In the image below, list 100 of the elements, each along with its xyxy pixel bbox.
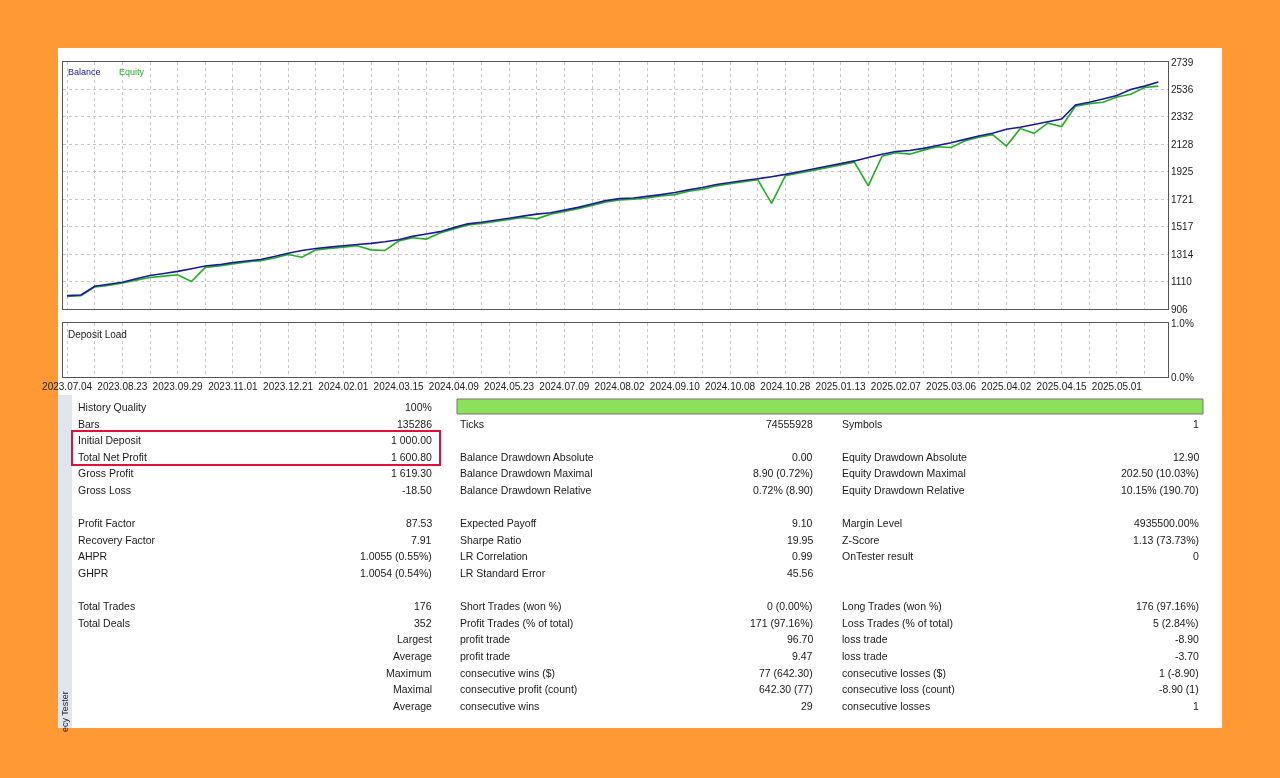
text: Deposit Load xyxy=(68,329,127,340)
text: Total Trades xyxy=(78,600,136,612)
text: Symbols xyxy=(842,418,883,430)
text: 1.0055 (0.55%) xyxy=(360,550,432,562)
text: 96.70 xyxy=(787,633,814,645)
text: 0 (0.00%) xyxy=(767,600,813,612)
y-tick-label: 2536 xyxy=(1171,83,1194,95)
text: 77 (642.30) xyxy=(759,667,813,679)
text: Gross Loss xyxy=(78,484,132,496)
text: 0.00 xyxy=(792,451,813,463)
x-tick-label: 2024.10.08 xyxy=(705,381,756,392)
y-tick-label: 1.0% xyxy=(1171,317,1194,329)
text: Short Trades (won %) xyxy=(460,600,562,612)
y-tick-label: 1721 xyxy=(1171,193,1194,205)
x-tick-label: 2023.08.23 xyxy=(97,381,148,392)
text: 8.90 (0.72%) xyxy=(753,467,814,479)
text: 4935500.00% xyxy=(1134,517,1199,529)
text: 1 619.30 xyxy=(391,467,433,479)
y-tick-label: 0.0% xyxy=(1171,371,1194,383)
text: Sharpe Ratio xyxy=(460,534,522,546)
x-tick-label: 2024.02.01 xyxy=(318,381,369,392)
text: Ticks xyxy=(460,418,485,430)
x-tick-label: 2025.04.02 xyxy=(981,381,1032,392)
text: 1 xyxy=(1193,418,1199,430)
text: Balance Drawdown Relative xyxy=(460,484,592,496)
text: Equity Drawdown Maximal xyxy=(842,467,966,479)
text: AHPR xyxy=(78,550,108,562)
text: loss trade xyxy=(842,633,888,645)
text: 87.53 xyxy=(406,517,433,529)
text: consecutive wins ($) xyxy=(460,667,556,679)
text: Recovery Factor xyxy=(78,534,156,546)
text: 29 xyxy=(801,700,813,712)
text: Equity xyxy=(119,67,145,77)
x-tick-label: 2024.03.15 xyxy=(373,381,425,392)
text: 45.56 xyxy=(787,567,814,579)
text: Margin Level xyxy=(842,517,903,529)
y-tick-label: 1925 xyxy=(1171,166,1194,178)
text: 176 xyxy=(414,600,432,612)
text: Average xyxy=(393,700,433,712)
x-tick-label: 2023.09.29 xyxy=(152,381,204,392)
text: consecutive wins xyxy=(460,700,540,712)
text: GHPR xyxy=(78,567,109,579)
text: 10.15% (190.70) xyxy=(1121,484,1199,496)
x-tick-label: 2024.05.23 xyxy=(484,381,535,392)
text: Total Net Profit xyxy=(78,451,147,463)
text: Largest xyxy=(397,633,433,645)
text: Balance Drawdown Maximal xyxy=(460,467,593,479)
text: 0 xyxy=(1193,550,1199,562)
x-tick-label: 2025.01.13 xyxy=(815,381,867,392)
text: LR Correlation xyxy=(460,550,528,562)
x-tick-label: 2025.04.15 xyxy=(1036,381,1088,392)
text: 1 000.00 xyxy=(391,434,433,446)
text: profit trade xyxy=(460,633,511,645)
text: Equity Drawdown Absolute xyxy=(842,451,968,463)
text: 0.99 xyxy=(792,550,813,562)
text: 135286 xyxy=(397,418,433,430)
text: Expected Payoff xyxy=(460,517,537,529)
x-tick-label: 2025.02.07 xyxy=(870,381,922,392)
text: Total Deals xyxy=(78,617,130,629)
text: loss trade xyxy=(842,650,888,662)
x-tick-label: 2025.03.06 xyxy=(926,381,977,392)
text: Balance xyxy=(68,67,101,77)
y-tick-label: 2332 xyxy=(1171,111,1194,123)
text: 9.47 xyxy=(792,650,813,662)
text: Balance Drawdown Absolute xyxy=(460,451,594,463)
text: Average xyxy=(393,650,433,662)
y-tick-label: 1314 xyxy=(1171,248,1194,260)
text: 7.91 xyxy=(411,534,432,546)
text: 176 (97.16%) xyxy=(1136,600,1200,612)
text: Profit Factor xyxy=(78,517,136,529)
text: 171 (97.16%) xyxy=(750,617,814,629)
text: 0.72% (8.90) xyxy=(753,484,814,496)
text: consecutive losses xyxy=(842,700,931,712)
x-tick-label: 2025.05.01 xyxy=(1091,381,1143,392)
text: History Quality xyxy=(78,401,148,413)
text: consecutive losses ($) xyxy=(842,667,946,679)
text: 202.50 (10.03%) xyxy=(1121,467,1199,479)
y-tick-label: 1110 xyxy=(1171,276,1193,288)
text: 9.10 xyxy=(792,517,813,529)
text: 642.30 (77) xyxy=(759,683,813,695)
text: Gross Profit xyxy=(78,467,134,479)
text: -18.50 xyxy=(402,484,432,496)
y-tick-label: 906 xyxy=(1171,303,1189,315)
text: Maximum xyxy=(386,667,432,679)
text: 1 600.80 xyxy=(391,451,433,463)
text: consecutive profit (count) xyxy=(460,683,578,695)
text: -3.70 xyxy=(1175,650,1200,662)
x-tick-label: 2024.10.28 xyxy=(760,381,811,392)
text: Loss Trades (% of total) xyxy=(842,617,953,629)
text: -8.90 xyxy=(1175,633,1200,645)
text: 19.95 xyxy=(787,534,814,546)
text: OnTester result xyxy=(842,550,914,562)
x-tick-label: 2023.12.21 xyxy=(263,381,314,392)
x-tick-label: 2024.07.09 xyxy=(539,381,590,392)
text: 1 (-8.90) xyxy=(1159,667,1199,679)
x-tick-label: 2024.08.02 xyxy=(594,381,646,392)
text: 100% xyxy=(405,401,432,413)
text: 352 xyxy=(414,617,432,629)
text: LR Standard Error xyxy=(460,567,546,579)
text: profit trade xyxy=(460,650,511,662)
